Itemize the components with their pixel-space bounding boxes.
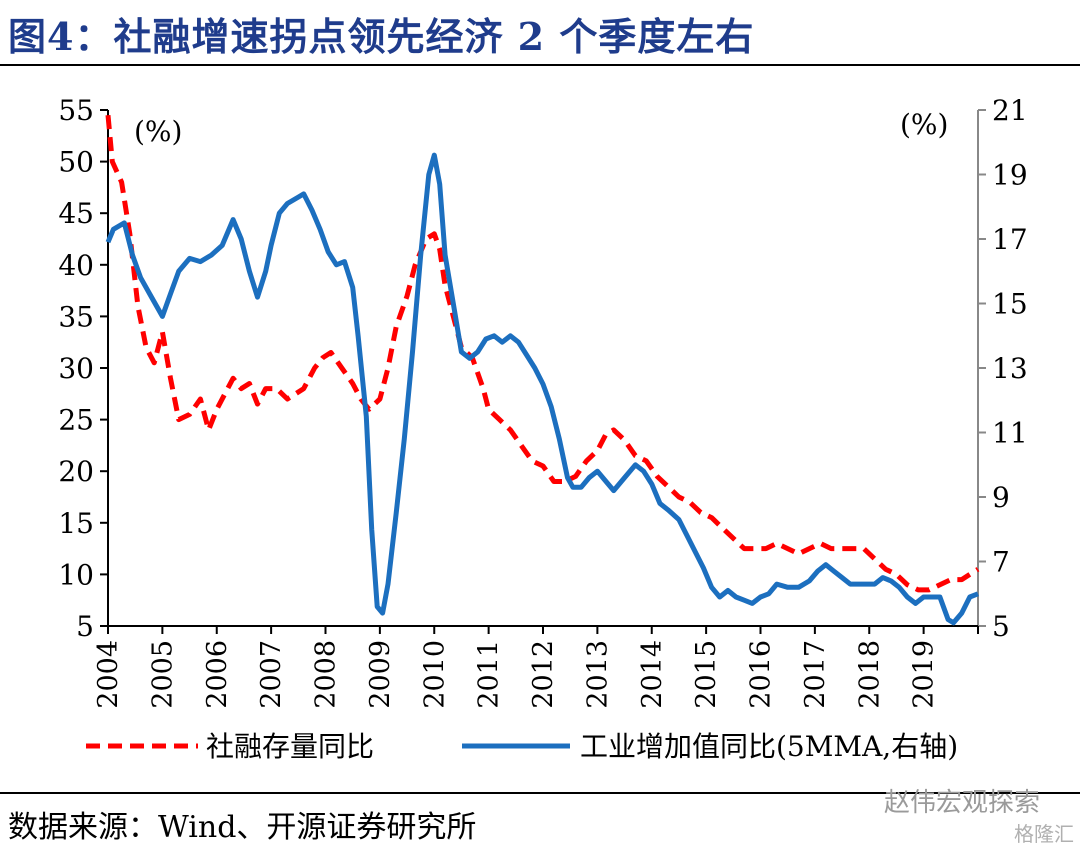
left-tick-label: 30 <box>58 352 94 385</box>
x-tick-label: 2012 <box>528 640 559 709</box>
x-tick-label: 2017 <box>800 640 831 709</box>
chart-title: 图4：社融增速拐点领先经济 2 个季度左右 <box>8 14 755 59</box>
left-tick-label: 25 <box>58 404 94 437</box>
x-tick-label: 2016 <box>746 640 777 709</box>
title-divider <box>0 64 1080 66</box>
right-tick-label: 13 <box>992 352 1028 385</box>
x-tick-label: 2006 <box>202 640 233 709</box>
x-tick-label: 2014 <box>637 640 668 709</box>
right-tick-label: 17 <box>992 223 1028 256</box>
chart: 5101520253035404550555791113151719212004… <box>58 94 1028 763</box>
left-tick-label: 15 <box>58 507 94 540</box>
x-tick-label: 2004 <box>93 640 124 709</box>
right-tick-label: 15 <box>992 288 1028 321</box>
right-tick-label: 5 <box>992 610 1010 643</box>
left-tick-label: 45 <box>58 197 94 230</box>
right-tick-label: 11 <box>992 417 1028 450</box>
legend: 社融存量同比 工业增加值同比(5MMA,右轴) <box>86 730 958 763</box>
x-tick-label: 2009 <box>365 640 396 709</box>
left-tick-label: 5 <box>76 610 94 643</box>
series-line-industrial <box>105 152 979 626</box>
x-tick-label: 2018 <box>854 640 885 709</box>
x-tick-label: 2007 <box>256 640 287 709</box>
left-tick-label: 10 <box>58 558 94 591</box>
left-unit-label: (%) <box>134 115 182 148</box>
left-tick-label: 50 <box>58 146 94 179</box>
left-tick-label: 35 <box>58 300 94 333</box>
source-divider <box>0 792 1080 794</box>
legend-label-series1: 社融存量同比 <box>206 730 374 763</box>
right-tick-label: 19 <box>992 159 1028 192</box>
series-line-shirong <box>105 114 980 593</box>
source-note: 数据来源：Wind、开源证券研究所 <box>8 810 477 845</box>
right-tick-label: 21 <box>992 94 1028 127</box>
left-tick-label: 40 <box>58 249 94 282</box>
left-tick-label: 55 <box>58 94 94 127</box>
x-tick-label: 2011 <box>474 640 505 709</box>
watermark-secondary: 格隆汇 <box>1014 822 1074 846</box>
right-unit-label: (%) <box>900 108 948 141</box>
x-tick-label: 2015 <box>691 640 722 709</box>
x-tick-label: 2008 <box>311 640 342 709</box>
legend-label-series2: 工业增加值同比(5MMA,右轴) <box>580 730 958 763</box>
x-tick-label: 2019 <box>909 640 940 709</box>
x-tick-label: 2010 <box>419 640 450 709</box>
watermark: 赵伟宏观探索 <box>883 788 1040 818</box>
left-tick-label: 20 <box>58 455 94 488</box>
right-tick-label: 9 <box>992 481 1010 514</box>
x-tick-label: 2013 <box>582 640 613 709</box>
x-tick-label: 2005 <box>147 640 178 709</box>
right-tick-label: 7 <box>992 546 1010 579</box>
